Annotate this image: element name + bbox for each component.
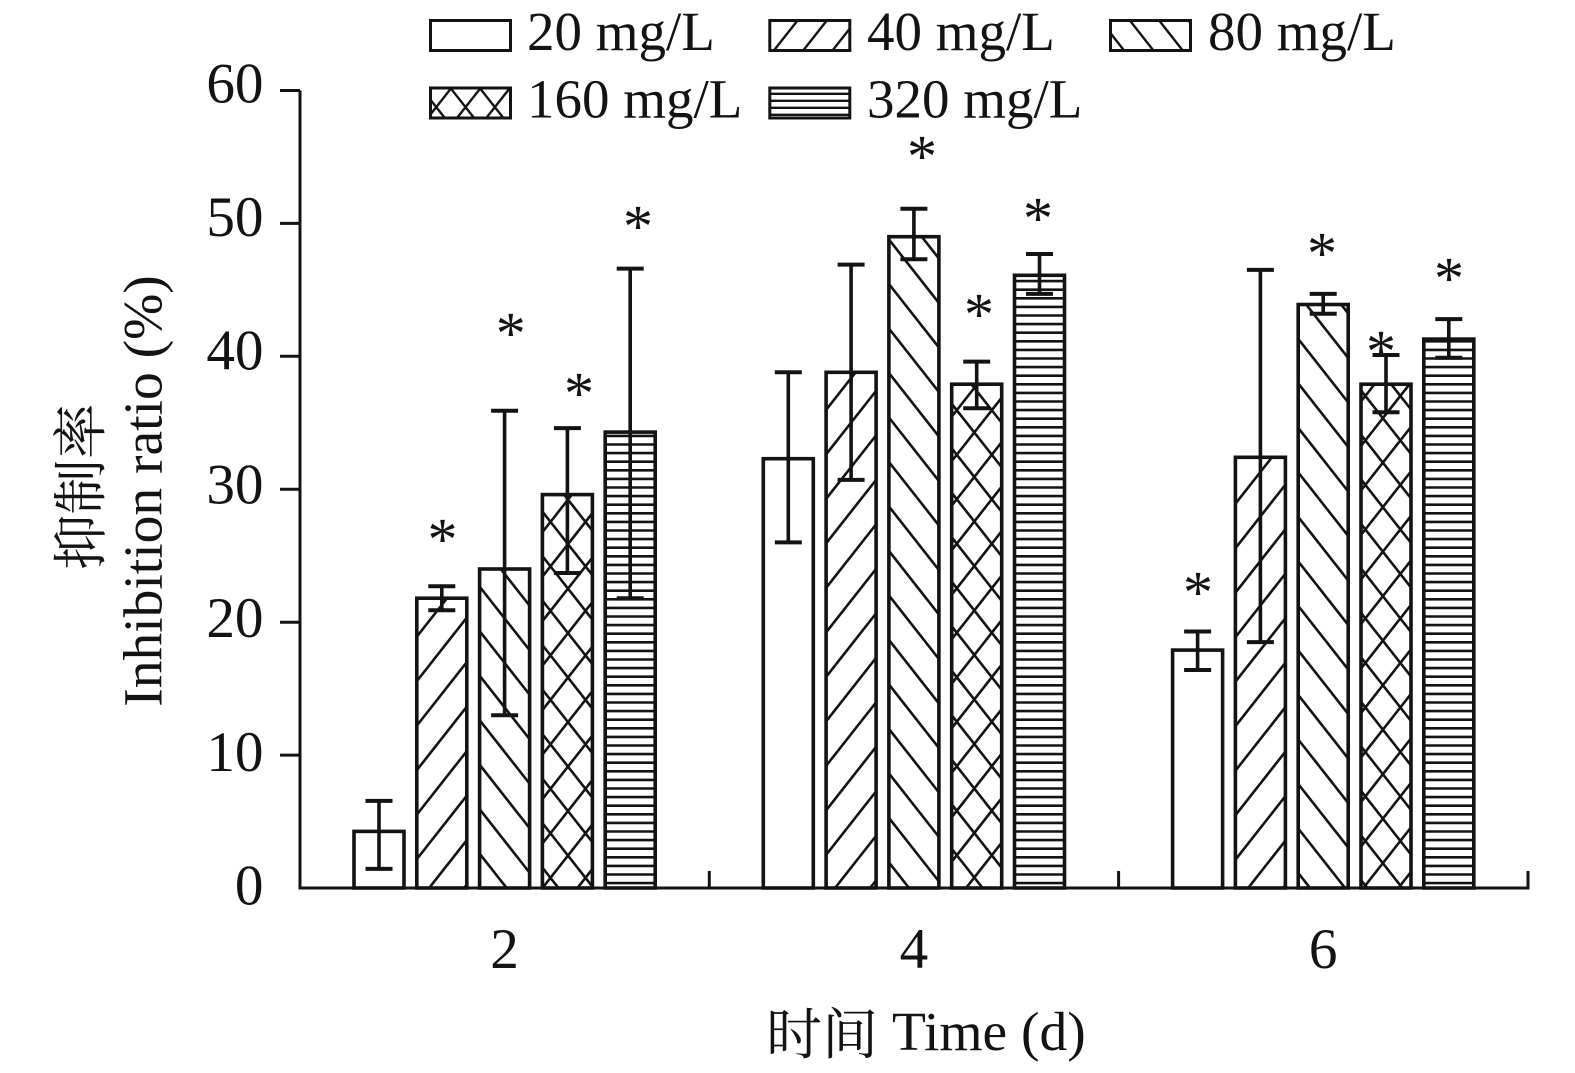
svg-text:50: 50 [206,186,263,249]
svg-text:160 mg/L: 160 mg/L [527,69,742,130]
svg-text:10: 10 [206,721,263,784]
svg-text:*: * [428,506,458,572]
svg-text:20: 20 [206,587,263,650]
svg-text:*: * [907,123,937,189]
svg-text:60: 60 [206,52,263,115]
svg-text:Inhibition ratio (%): Inhibition ratio (%) [114,275,175,707]
svg-text:*: * [564,360,594,426]
svg-text:*: * [1307,220,1337,286]
svg-text:320 mg/L: 320 mg/L [867,69,1082,130]
svg-text:0: 0 [235,855,264,918]
svg-text:*: * [964,281,994,347]
svg-text:*: * [1183,559,1213,625]
svg-text:Time (d): Time (d) [892,1002,1086,1063]
svg-text:80 mg/L: 80 mg/L [1208,1,1396,62]
svg-text:30: 30 [206,453,263,516]
svg-text:6: 6 [1309,918,1338,981]
svg-text:4: 4 [900,918,929,981]
svg-text:40: 40 [206,320,263,383]
svg-text:*: * [1023,185,1053,251]
svg-text:2: 2 [490,918,519,981]
svg-text:40 mg/L: 40 mg/L [867,1,1055,62]
svg-text:20 mg/L: 20 mg/L [527,1,715,62]
svg-text:*: * [1434,245,1464,311]
svg-text:*: * [623,193,653,259]
svg-text:*: * [1366,318,1396,384]
svg-text:*: * [496,300,526,366]
